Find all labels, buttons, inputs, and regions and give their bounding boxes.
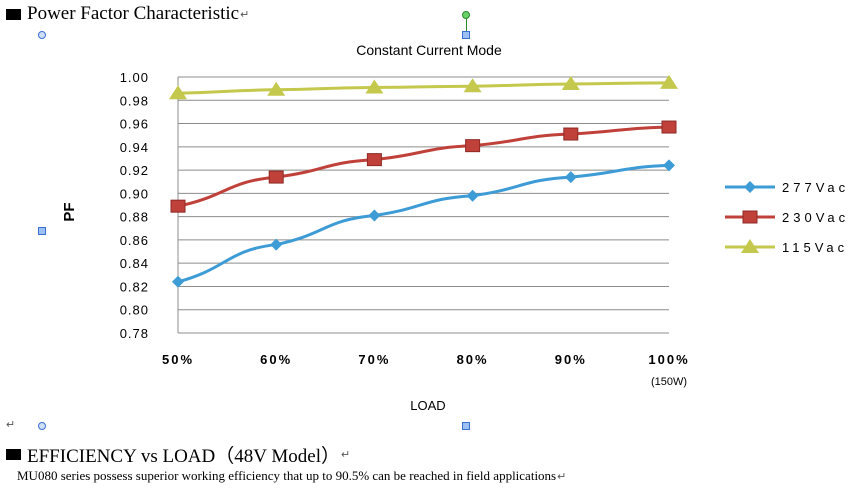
y-tick-label: 1.00 (120, 70, 149, 85)
data-point-230Vac (170, 199, 186, 213)
data-point-277Vac (564, 171, 577, 184)
y-tick-labels: 1.00 0.98 0.96 0.94 0.92 0.90 0.88 0.86 0.84 0.82… (120, 70, 149, 341)
data-point-277Vac (172, 275, 184, 288)
x-tick-labels: 50% 60% 70% 80% 90% 100% (162, 352, 689, 367)
y-tick-label: 0.80 (120, 303, 149, 318)
legend-label-230Vac: 230Vac (782, 210, 849, 225)
data-point-115Vac (365, 79, 384, 94)
y-tick-label: 0.98 (120, 93, 149, 108)
paragraph-mark: ↵ (340, 449, 351, 461)
data-point-230Vac (563, 127, 579, 141)
heading-power-factor: Power Factor Characteristic ↵ (6, 3, 249, 25)
y-tick-label: 0.96 (120, 117, 149, 132)
heading-efficiency: EFFICIENCY vs LOAD（48V Model） ↵ (6, 441, 350, 468)
y-tick-label: 0.82 (120, 279, 149, 294)
legend: 277Vac 230Vac 115Vac (725, 180, 849, 255)
series-line-115Vac (177, 81, 670, 95)
heading-power-factor-text: Power Factor Characteristic (27, 3, 240, 24)
x-tick-label: 70% (358, 352, 390, 367)
data-point-277Vac (270, 238, 283, 251)
y-tick-label: 0.88 (120, 210, 149, 225)
series-lines (169, 74, 678, 288)
paragraph-mark: ↵ (557, 471, 567, 483)
data-point-230Vac (268, 170, 284, 184)
y-tick-label: 0.94 (120, 140, 149, 155)
y-axis-label: PF (61, 202, 78, 221)
paragraph-mark: ↵ (6, 419, 16, 431)
chart-title: Constant Current Mode (356, 42, 502, 58)
y-tick-label: 0.84 (120, 256, 149, 271)
data-point-115Vac (660, 74, 678, 89)
resize-handle-left[interactable] (38, 227, 46, 235)
anchor-handle-top-left[interactable] (38, 31, 46, 39)
heading-efficiency-text: EFFICIENCY vs LOAD（48V Model） (27, 446, 340, 467)
x-axis-note: (150W) (651, 376, 687, 388)
data-point-277Vac (368, 209, 381, 222)
legend-marker-115Vac (741, 239, 759, 253)
bullet-square-icon (6, 8, 21, 20)
x-tick-label: 100% (648, 352, 689, 367)
y-tick-label: 0.86 (120, 233, 149, 248)
bullet-square-icon (6, 449, 21, 460)
legend-label-277Vac: 277Vac (782, 180, 849, 195)
resize-handle-bottom[interactable] (462, 422, 470, 430)
data-point-230Vac (661, 120, 677, 134)
legend-label-115Vac: 115Vac (782, 240, 848, 255)
legend-marker-230Vac (742, 210, 758, 224)
x-tick-label: 90% (555, 352, 587, 367)
rotate-handle[interactable] (462, 11, 470, 19)
grid (177, 76, 669, 334)
x-axis-label: LOAD (410, 398, 445, 413)
body-paragraph: MU080 series possess superior working ef… (17, 468, 566, 484)
series-line-277Vac (177, 163, 670, 284)
data-point-115Vac (169, 85, 187, 100)
x-tick-label: 50% (162, 352, 194, 367)
data-point-277Vac (466, 189, 479, 202)
rotate-handle-line (466, 17, 467, 31)
data-point-230Vac (465, 139, 481, 153)
legend-marker-277Vac (744, 181, 756, 193)
body-paragraph-text: MU080 series possess superior working ef… (17, 468, 557, 483)
data-point-115Vac (267, 81, 286, 96)
paragraph-mark: ↵ (240, 8, 250, 21)
data-point-230Vac (366, 153, 382, 167)
data-point-115Vac (561, 75, 580, 90)
data-point-115Vac (463, 78, 482, 93)
data-point-277Vac (663, 159, 675, 172)
resize-handle-top[interactable] (462, 31, 470, 39)
x-tick-label: 80% (457, 352, 489, 367)
series-line-230Vac (177, 125, 670, 208)
x-tick-label: 60% (260, 352, 292, 367)
y-tick-label: 0.92 (120, 163, 149, 178)
y-tick-label: 0.90 (120, 186, 149, 201)
anchor-handle-bottom-left[interactable] (38, 422, 46, 430)
y-tick-label: 0.78 (120, 326, 149, 341)
